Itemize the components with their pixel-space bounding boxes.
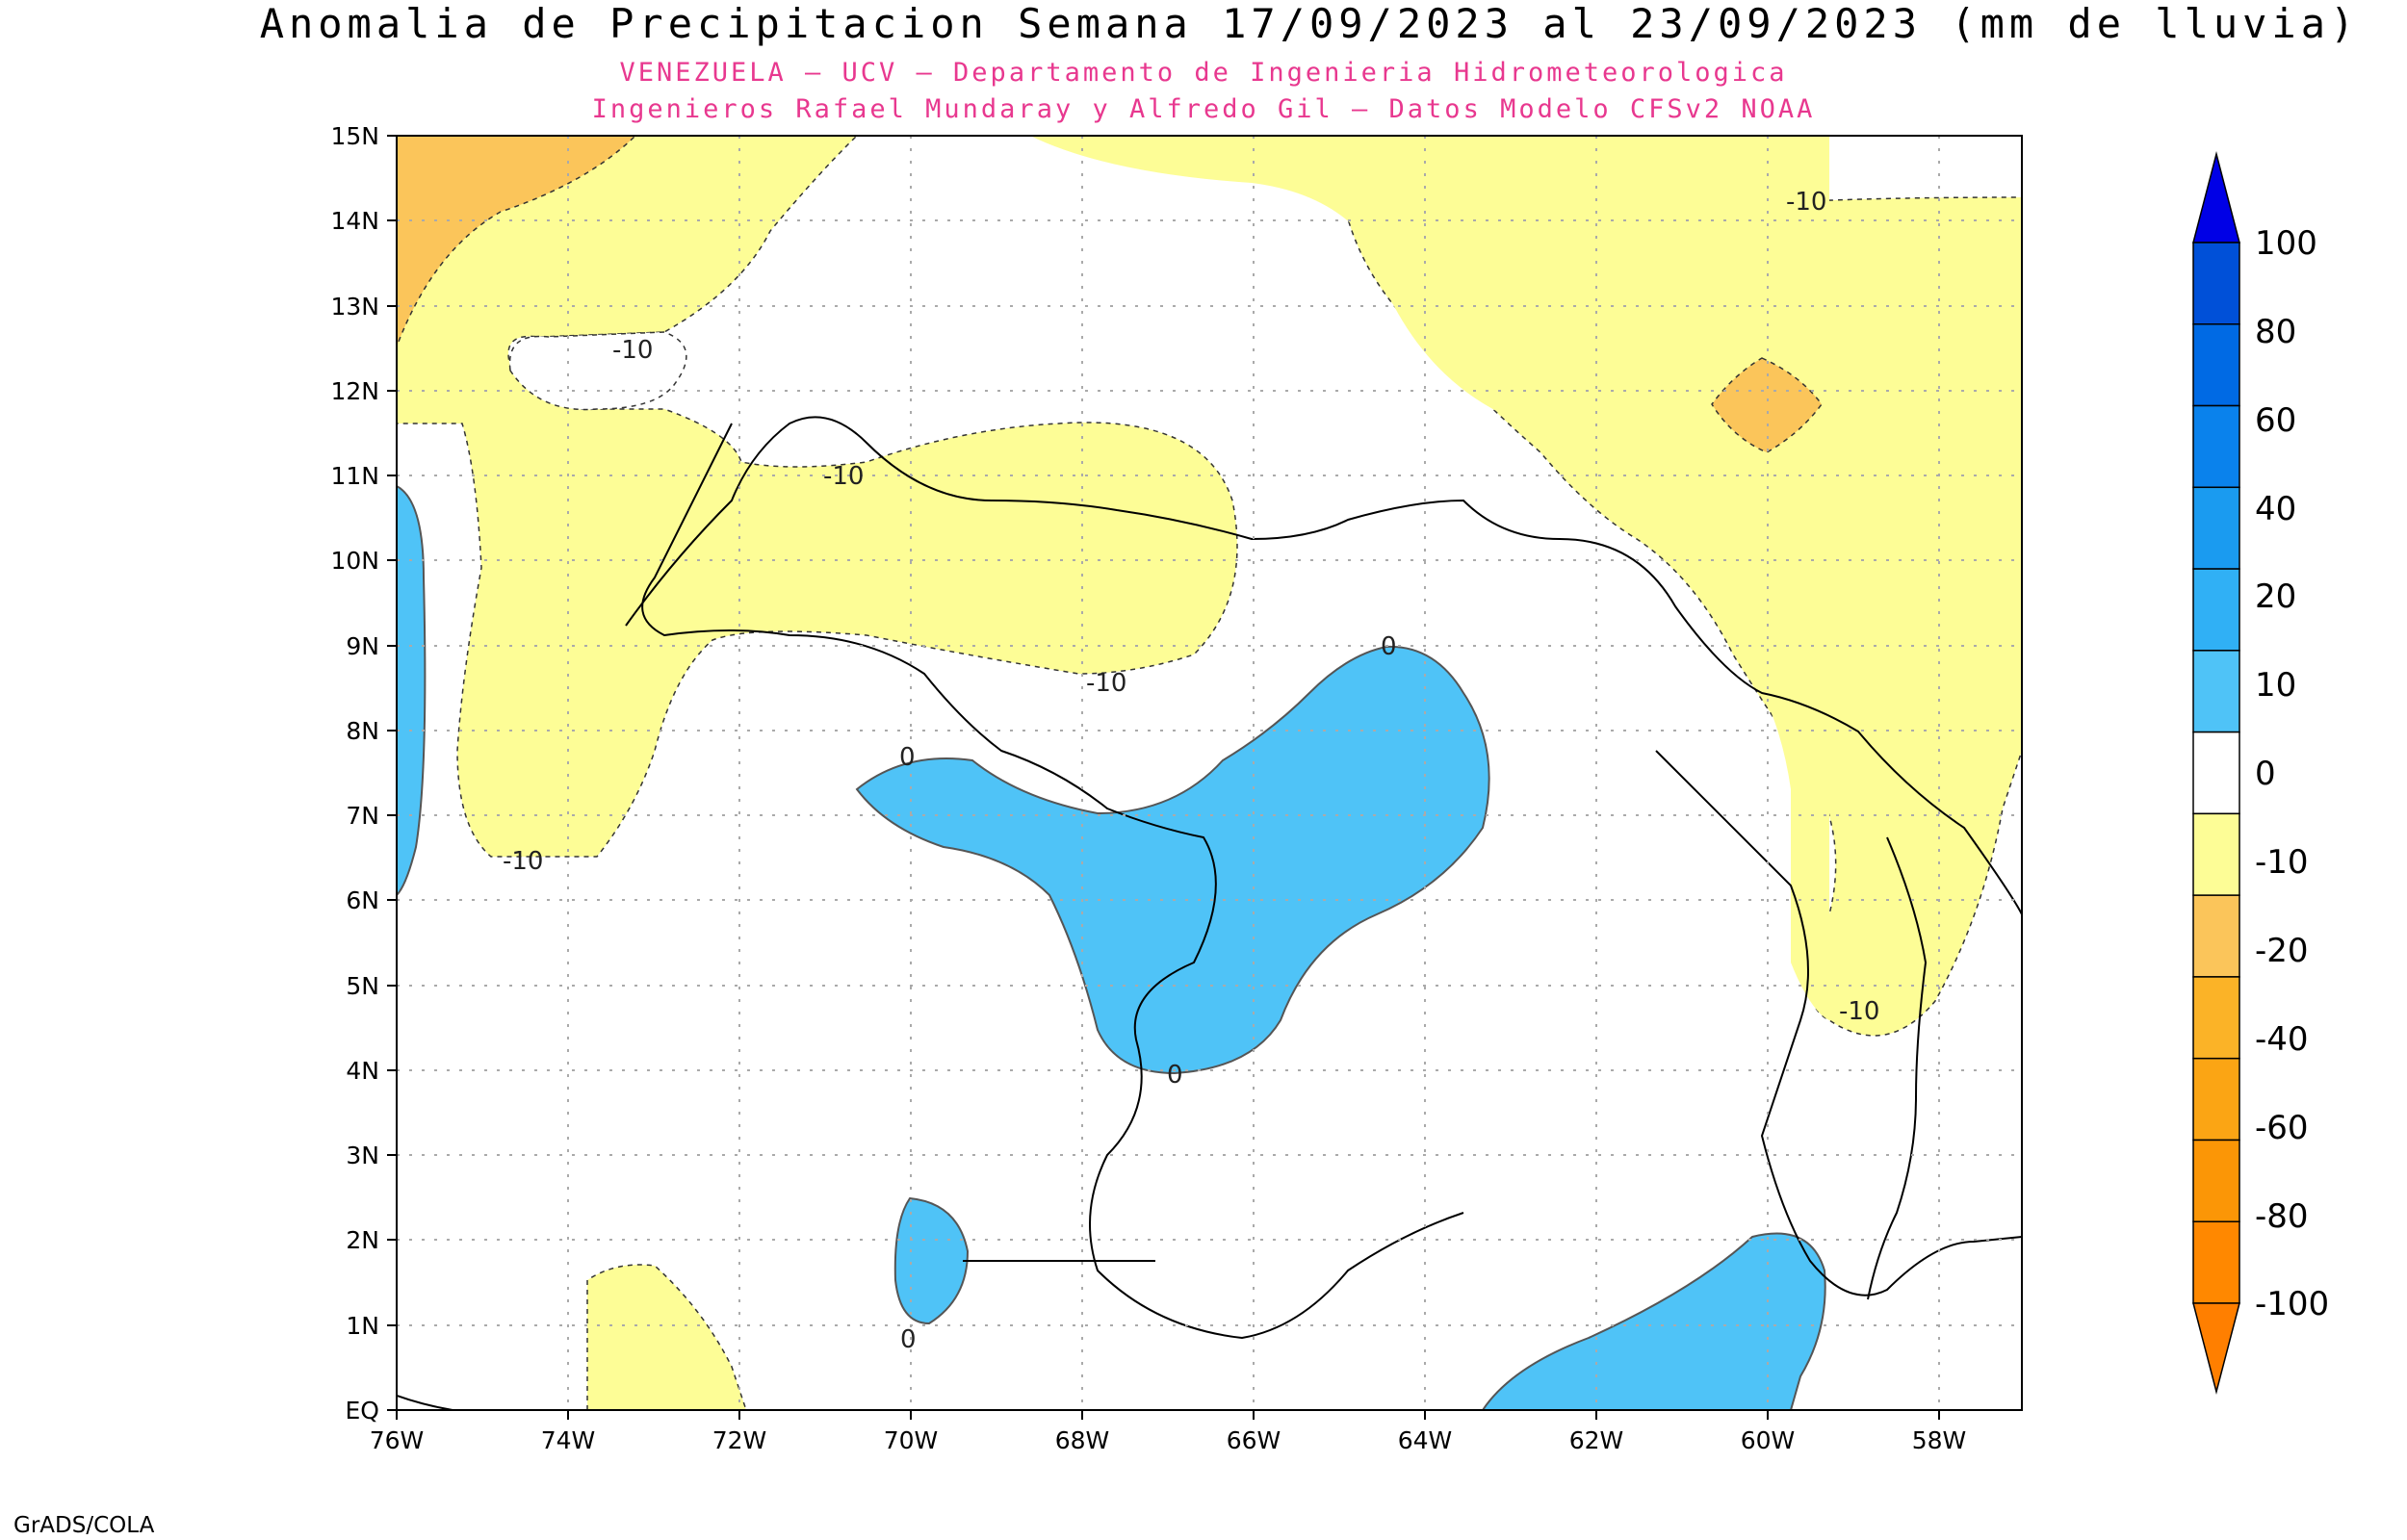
lon-label: 76W bbox=[370, 1426, 425, 1454]
contour-label: -10 bbox=[1086, 669, 1126, 698]
colorbar-label: -40 bbox=[2255, 1020, 2309, 1059]
colorbar-segment bbox=[2192, 812, 2240, 896]
lat-label: 12N bbox=[330, 377, 379, 405]
lon-label: 58W bbox=[1912, 1426, 1967, 1454]
lon-label: 60W bbox=[1741, 1426, 1796, 1454]
map-title: Anomalia de Precipitacion Semana 17/09/2… bbox=[259, 0, 2360, 47]
contour-label: -10 bbox=[503, 847, 543, 876]
lat-label: EQ bbox=[346, 1397, 379, 1424]
anomaly-area-ne-fill bbox=[1030, 136, 1829, 1020]
colorbar-segment bbox=[2192, 976, 2240, 1060]
colorbar-label: 100 bbox=[2255, 224, 2317, 263]
colorbar-label: 0 bbox=[2255, 755, 2276, 793]
colorbar-segment bbox=[2192, 1220, 2240, 1304]
colorbar-top-arrow bbox=[2192, 151, 2240, 244]
colorbar-segment bbox=[2192, 486, 2240, 570]
colorbar-segment bbox=[2192, 894, 2240, 978]
contour-label: 0 bbox=[1167, 1061, 1183, 1090]
contour-label: 0 bbox=[900, 1325, 917, 1354]
anomaly-area-nw-minus20 bbox=[397, 136, 637, 347]
colorbar-segment bbox=[2192, 323, 2240, 407]
anomaly-area-nw-minus10 bbox=[397, 136, 1238, 858]
colorbar-segment bbox=[2192, 568, 2240, 652]
lat-label: 14N bbox=[330, 207, 379, 235]
lat-ticks bbox=[387, 135, 397, 1411]
lon-ticks bbox=[396, 1410, 1940, 1420]
lat-label: 10N bbox=[330, 547, 379, 575]
colorbar: 100 80 60 40 20 10 0 -10 -20 -40 -60 -80… bbox=[2192, 151, 2329, 1395]
anomaly-area-central-positive bbox=[855, 645, 1490, 1075]
colorbar-label: 80 bbox=[2255, 313, 2296, 351]
colorbar-bottom-arrow bbox=[2192, 1302, 2240, 1395]
colorbar-segment bbox=[2192, 1139, 2240, 1222]
colorbar-label: 60 bbox=[2255, 401, 2296, 440]
colorbar-label: -60 bbox=[2255, 1109, 2309, 1147]
contour-label: -10 bbox=[1839, 997, 1879, 1026]
contour-labels: -10 -10 -10 -10 -10 -10 0 0 0 0 bbox=[503, 188, 1879, 1354]
lat-label: 13N bbox=[330, 293, 379, 321]
colorbar-label: 40 bbox=[2255, 490, 2296, 528]
country-borders bbox=[397, 416, 2022, 1410]
coast-venezuela bbox=[625, 416, 2022, 915]
lon-label: 64W bbox=[1398, 1426, 1453, 1454]
contour-label: 0 bbox=[1381, 632, 1397, 661]
lat-label: 9N bbox=[346, 632, 379, 660]
border-guyana-suriname bbox=[1867, 836, 1928, 1300]
anomaly-area-south-positive bbox=[893, 1196, 970, 1325]
colorbar-segment bbox=[2192, 404, 2240, 489]
anomaly-fields bbox=[397, 136, 2022, 1410]
lat-label: 2N bbox=[346, 1226, 379, 1254]
colorbar-label: 10 bbox=[2255, 666, 2296, 705]
border-venezuela-guyana bbox=[1655, 750, 2022, 1296]
colorbar-segment bbox=[2192, 1057, 2240, 1142]
lon-label: 62W bbox=[1569, 1426, 1624, 1454]
lat-label: 8N bbox=[346, 717, 379, 745]
lat-label: 7N bbox=[346, 802, 379, 830]
colorbar-segment bbox=[2192, 242, 2240, 325]
lat-label: 3N bbox=[346, 1142, 379, 1169]
lat-label: 15N bbox=[330, 122, 379, 150]
subtitle-authors: Ingenieros Rafael Mundaray y Alfredo Gil… bbox=[591, 94, 1816, 124]
subtitle-institution: VENEZUELA — UCV — Departamento de Ingeni… bbox=[619, 58, 1788, 88]
latitude-labels: EQ 1N 2N 3N 4N 5N 6N 7N 8N 9N 10N 11N 12… bbox=[330, 122, 379, 1424]
anomaly-area-southeast-positive bbox=[1481, 1232, 1826, 1410]
anomaly-area-diamond-minus20 bbox=[1711, 357, 1823, 453]
colorbar-segment bbox=[2192, 731, 2240, 815]
lat-label: 6N bbox=[346, 886, 379, 914]
colorbar-label: -80 bbox=[2255, 1197, 2309, 1236]
anomaly-area-west-positive bbox=[397, 484, 427, 897]
longitude-labels: 76W 74W 72W 70W 68W 66W 64W 62W 60W 58W bbox=[370, 1426, 1967, 1454]
border-colombia-venezuela bbox=[641, 423, 1464, 1340]
border-colombia-peru bbox=[397, 1395, 453, 1410]
credit-label: GrADS/COLA bbox=[13, 1513, 155, 1538]
colorbar-segment bbox=[2192, 650, 2240, 733]
contour-label: 0 bbox=[899, 743, 916, 772]
lat-label: 1N bbox=[346, 1312, 379, 1340]
lon-label: 72W bbox=[712, 1426, 767, 1454]
colorbar-label: 20 bbox=[2255, 578, 2296, 616]
colorbar-label: -20 bbox=[2255, 932, 2309, 970]
anomaly-hole-nw bbox=[508, 331, 687, 411]
contour-label: -10 bbox=[612, 336, 653, 365]
lat-label: 11N bbox=[330, 462, 379, 490]
contour-label: -10 bbox=[1786, 188, 1826, 217]
lon-label: 74W bbox=[541, 1426, 596, 1454]
lon-label: 70W bbox=[884, 1426, 939, 1454]
colorbar-labels: 100 80 60 40 20 10 0 -10 -20 -40 -60 -80… bbox=[2255, 224, 2329, 1323]
lat-label: 5N bbox=[346, 972, 379, 1000]
graticule bbox=[397, 136, 2022, 1410]
lat-label: 4N bbox=[346, 1057, 379, 1085]
colorbar-segments bbox=[2192, 242, 2240, 1304]
colorbar-label: -100 bbox=[2255, 1285, 2329, 1323]
lon-label: 68W bbox=[1055, 1426, 1110, 1454]
map-frame bbox=[396, 135, 2023, 1411]
colorbar-label: -10 bbox=[2255, 843, 2309, 882]
lon-label: 66W bbox=[1227, 1426, 1281, 1454]
contour-label: -10 bbox=[823, 462, 864, 491]
anomaly-area-southwest-minus10 bbox=[586, 1264, 747, 1410]
